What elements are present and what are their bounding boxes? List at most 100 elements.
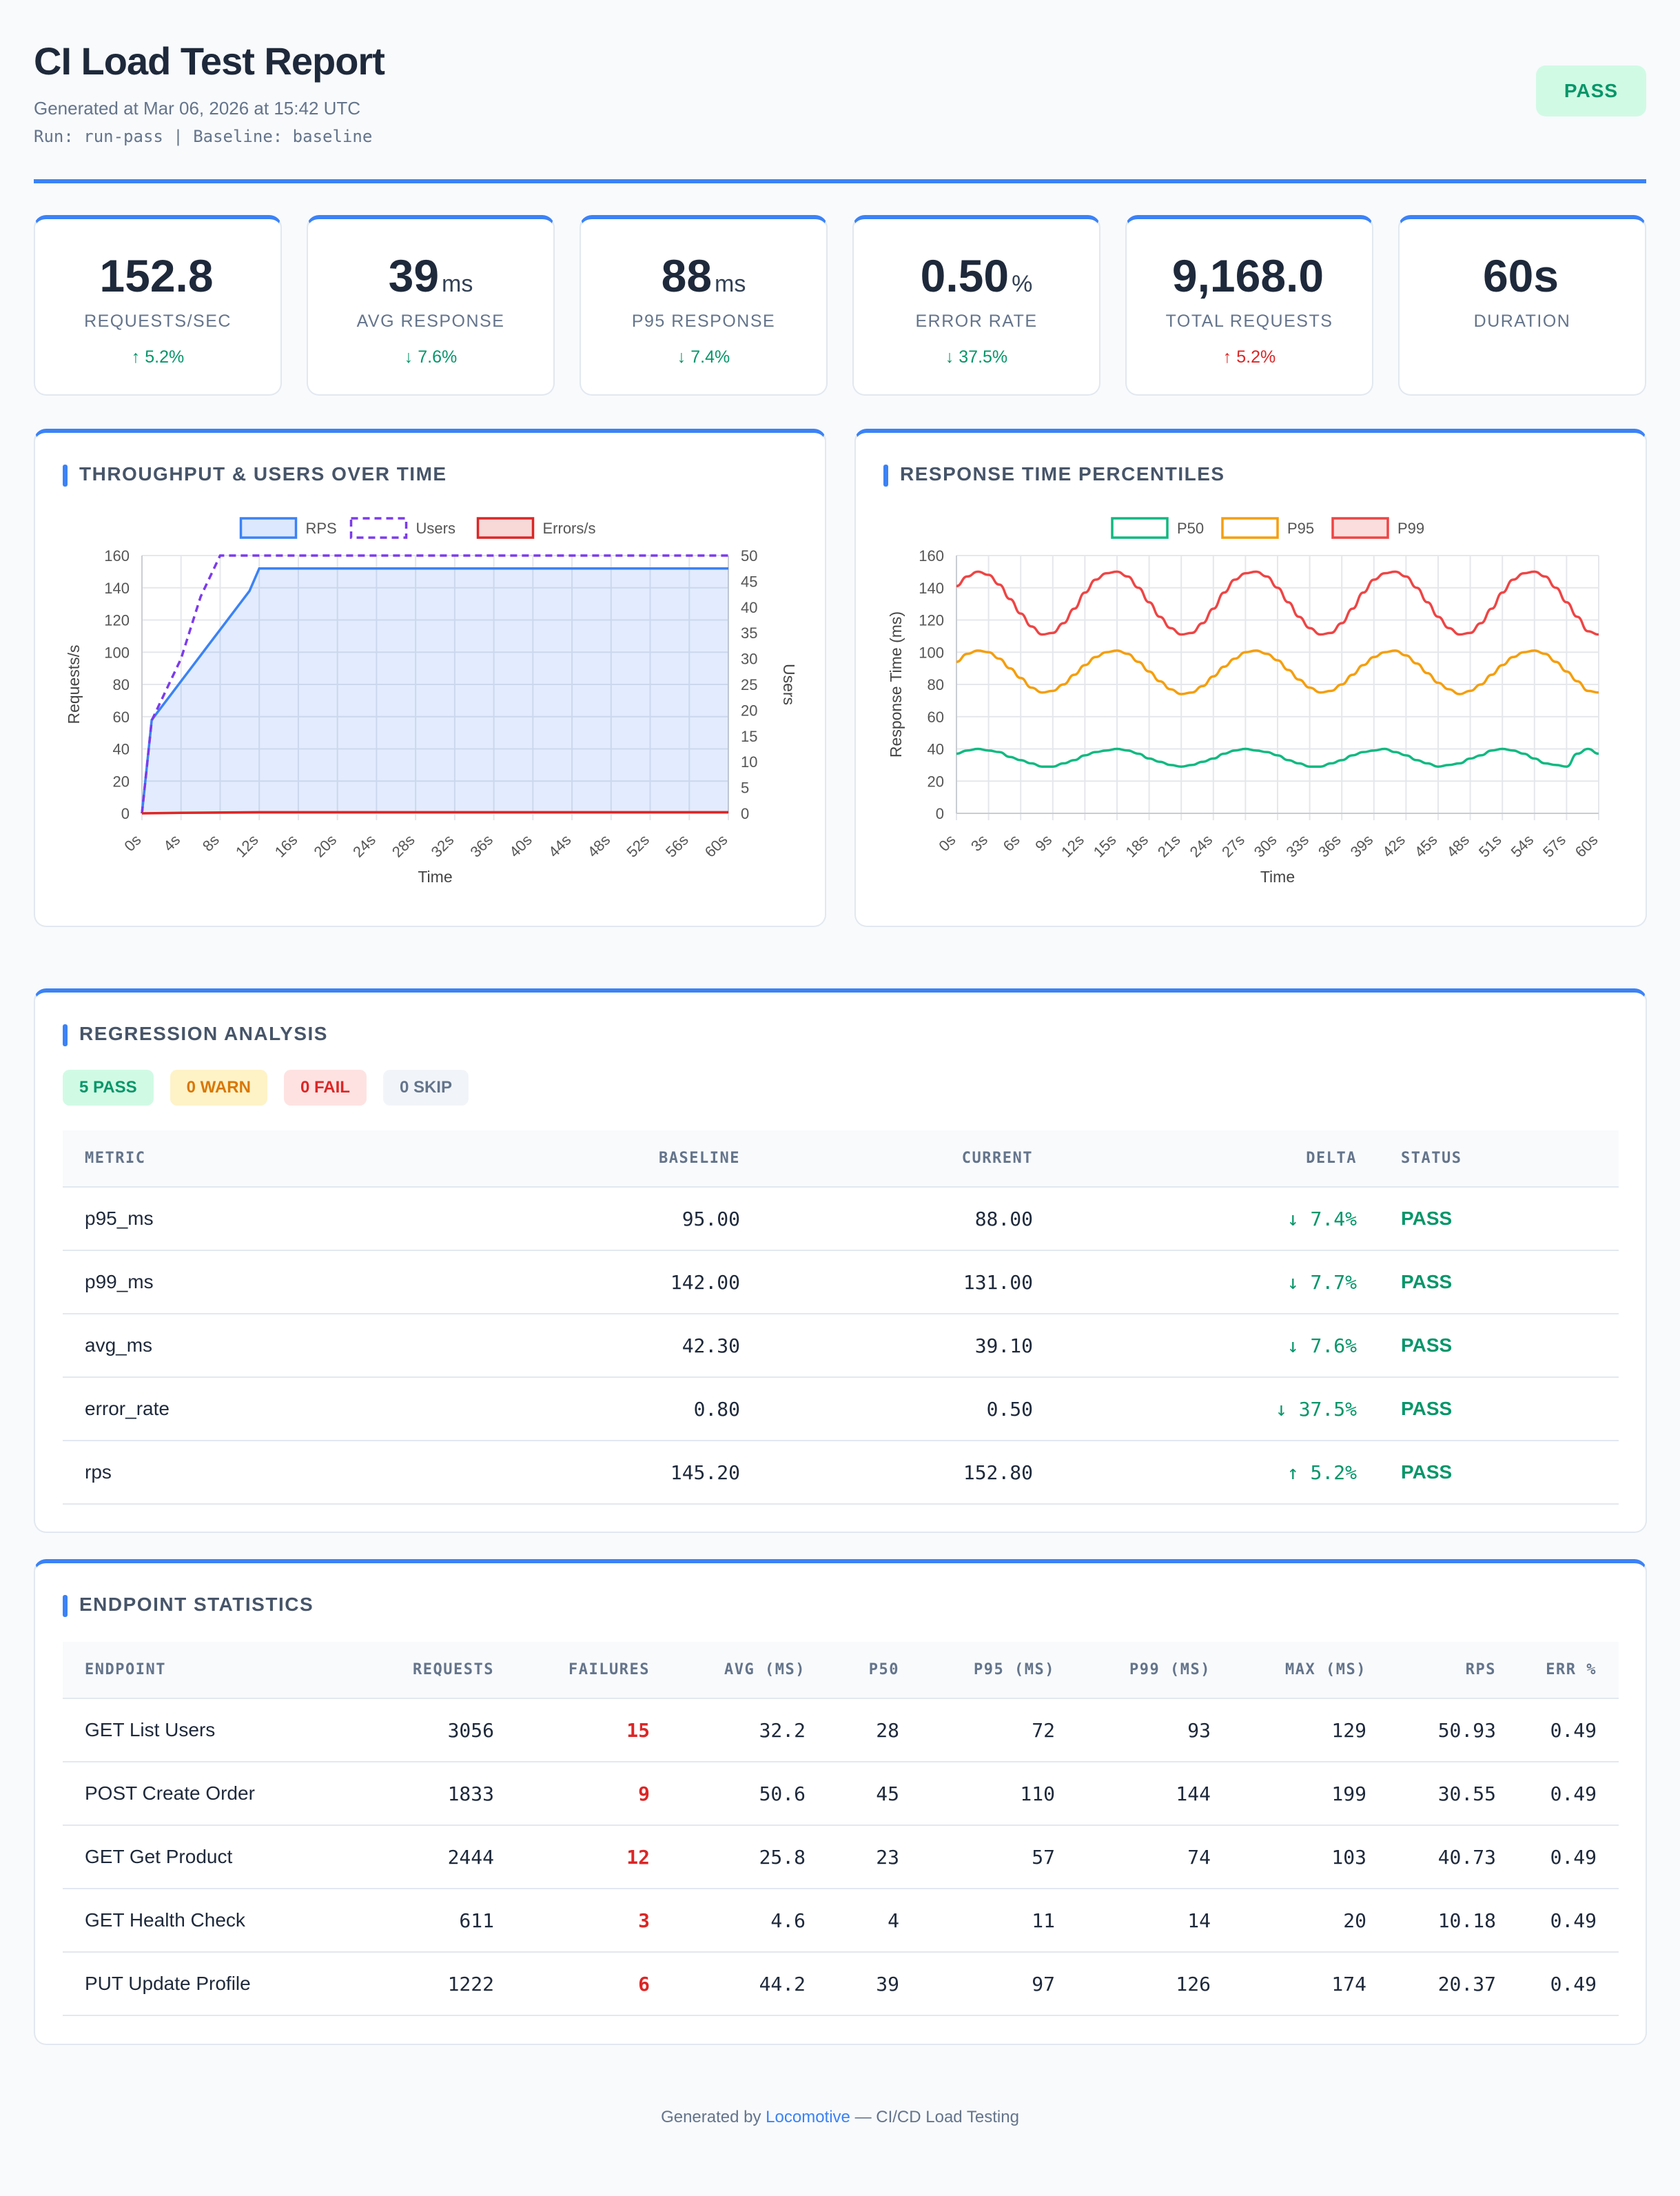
- x-tick-label: 24s: [349, 831, 379, 861]
- y-tick-label: 40: [113, 741, 130, 758]
- metric-cell: avg_ms: [63, 1314, 614, 1378]
- card-avg-response: 39 ms AVG RESPONSE ↓ 7.6%: [307, 215, 555, 396]
- current-cell: 131.00: [762, 1250, 1055, 1314]
- generated-timestamp: Generated at Mar 06, 2026 at 15:42 UTC: [34, 98, 361, 119]
- x-tick-label: 0s: [935, 831, 959, 855]
- status-badge: PASS: [1536, 65, 1646, 116]
- baseline-cell: 95.00: [614, 1187, 762, 1251]
- y-tick-label: 120: [104, 612, 130, 629]
- col-max: MAX (MS): [1233, 1642, 1389, 1699]
- summary-cards: 152.8 REQUESTS/SEC ↑ 5.2% 39 ms AVG RESPO…: [34, 215, 1646, 396]
- table-row: avg_ms 42.30 39.10 ↓ 7.6% PASS: [63, 1314, 1619, 1378]
- table-header-row: METRIC BASELINE CURRENT DELTA STATUS: [63, 1130, 1619, 1188]
- panel-title: ENDPOINT STATISTICS: [63, 1594, 314, 1617]
- y-tick-label: 100: [919, 644, 944, 661]
- footer-link[interactable]: Locomotive: [766, 2108, 850, 2126]
- failures-cell: 15: [516, 1698, 672, 1762]
- regression-table: METRIC BASELINE CURRENT DELTA STATUS p95…: [63, 1130, 1619, 1505]
- table-row: rps 145.20 152.80 ↑ 5.2% PASS: [63, 1441, 1619, 1505]
- status-cell: PASS: [1379, 1250, 1619, 1314]
- x-tick-label: 57s: [1539, 831, 1569, 861]
- rps-cell: 20.37: [1389, 1952, 1518, 2016]
- x-tick-label: 45s: [1411, 831, 1441, 861]
- p50-cell: 4: [828, 1889, 921, 1953]
- col-p50: P50: [828, 1642, 921, 1699]
- y-tick-label: 80: [928, 676, 944, 693]
- err-cell: 0.49: [1518, 1952, 1619, 2016]
- legend-swatch: [349, 517, 408, 539]
- col-failures: FAILURES: [516, 1642, 672, 1699]
- y2-tick-label: 0: [741, 805, 749, 822]
- current-cell: 39.10: [762, 1314, 1055, 1378]
- p99-cell: 74: [1077, 1825, 1233, 1889]
- y-tick-label: 20: [928, 773, 944, 790]
- card-total-requests: 9,168.0 TOTAL REQUESTS ↑ 5.2%: [1125, 215, 1373, 396]
- status-cell: PASS: [1379, 1377, 1619, 1441]
- metric-cell: error_rate: [63, 1377, 614, 1441]
- card-delta: ↑ 5.2%: [1222, 347, 1276, 367]
- x-tick-label: 28s: [389, 831, 418, 861]
- max-cell: 199: [1233, 1762, 1389, 1826]
- x-tick-label: 3s: [967, 831, 991, 855]
- max-cell: 129: [1233, 1698, 1389, 1762]
- regression-panel: REGRESSION ANALYSIS 5 PASS 0 WARN 0 FAIL…: [34, 988, 1647, 1533]
- table-row: p99_ms 142.00 131.00 ↓ 7.7% PASS: [63, 1250, 1619, 1314]
- x-tick-label: 51s: [1475, 831, 1505, 861]
- card-p95-response: 88 ms P95 RESPONSE ↓ 7.4%: [580, 215, 828, 396]
- y2-axis-title: Users: [780, 664, 798, 705]
- err-cell: 0.49: [1518, 1825, 1619, 1889]
- err-cell: 0.49: [1518, 1762, 1619, 1826]
- delta-cell: ↓ 7.4%: [1055, 1187, 1379, 1251]
- card-delta: ↑ 5.2%: [131, 347, 185, 367]
- p50-cell: 39: [828, 1952, 921, 2016]
- rps-cell: 50.93: [1389, 1698, 1518, 1762]
- page-title: CI Load Test Report: [34, 39, 385, 83]
- card-label: REQUESTS/SEC: [84, 312, 232, 331]
- card-label: ERROR RATE: [915, 312, 1038, 331]
- endpoint-table: ENDPOINT REQUESTS FAILURES AVG (MS) P50 …: [63, 1642, 1619, 2016]
- failures-cell: 3: [516, 1889, 672, 1953]
- avg-cell: 25.8: [672, 1825, 828, 1889]
- status-cell: PASS: [1379, 1187, 1619, 1251]
- series-line-rps: [141, 567, 728, 814]
- x-axis-title: Time: [418, 868, 452, 886]
- name-cell: GET Get Product: [63, 1825, 360, 1889]
- x-tick-label: 20s: [310, 831, 340, 861]
- panel-title: THROUGHPUT & USERS OVER TIME: [63, 463, 447, 487]
- x-tick-label: 4s: [160, 831, 183, 855]
- p99-cell: 14: [1077, 1889, 1233, 1953]
- requests-cell: 611: [360, 1889, 516, 1953]
- y-tick-label: 160: [919, 547, 944, 565]
- x-tick-label: 9s: [1032, 831, 1055, 855]
- y-tick-label: 140: [919, 580, 944, 597]
- card-value: 9,168.0: [1171, 250, 1324, 301]
- x-tick-label: 15s: [1090, 831, 1120, 861]
- p99-cell: 93: [1077, 1698, 1233, 1762]
- p95-cell: 57: [921, 1825, 1077, 1889]
- legend-swatch: [1331, 517, 1389, 539]
- card-delta: ↓ 37.5%: [945, 347, 1008, 367]
- avg-cell: 44.2: [672, 1952, 828, 2016]
- card-delta: ↓ 7.6%: [404, 347, 458, 367]
- name-cell: PUT Update Profile: [63, 1952, 360, 2016]
- p95-cell: 97: [921, 1952, 1077, 2016]
- card-label: AVG RESPONSE: [356, 312, 505, 331]
- col-p99: P99 (MS): [1077, 1642, 1233, 1699]
- y-tick-label: 160: [104, 547, 130, 565]
- y2-tick-label: 20: [741, 702, 757, 719]
- regression-summary: 5 PASS 0 WARN 0 FAIL 0 SKIP: [63, 1070, 469, 1106]
- x-tick-label: 30s: [1251, 831, 1280, 861]
- delta-cell: ↓ 37.5%: [1055, 1377, 1379, 1441]
- p50-cell: 23: [828, 1825, 921, 1889]
- col-baseline: BASELINE: [614, 1130, 762, 1188]
- x-tick-label: 44s: [545, 831, 575, 861]
- p99-cell: 144: [1077, 1762, 1233, 1826]
- y-tick-label: 120: [919, 612, 944, 629]
- card-delta: ↓ 7.4%: [677, 347, 730, 367]
- x-tick-label: 24s: [1187, 831, 1216, 861]
- col-avg: AVG (MS): [672, 1642, 828, 1699]
- p99-cell: 126: [1077, 1952, 1233, 2016]
- name-cell: GET List Users: [63, 1698, 360, 1762]
- legend-swatch: [476, 517, 535, 539]
